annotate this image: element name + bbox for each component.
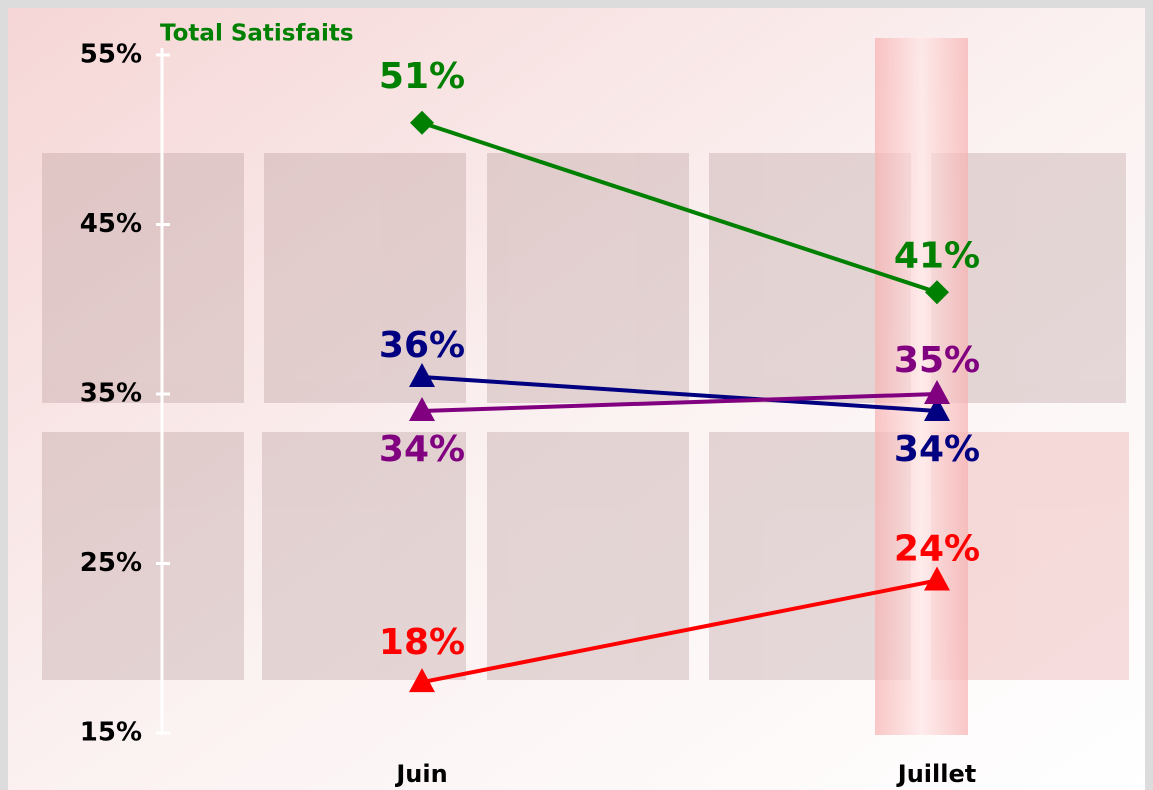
data-label: 36% [379,325,465,366]
data-label: 51% [379,56,465,97]
y-tick-label: 45% [80,209,142,239]
marker [409,668,435,693]
series-line [421,392,938,413]
highlight-band [875,38,968,735]
series-line [421,120,938,295]
data-label: 24% [894,528,980,569]
marker [925,280,949,305]
y-axis-title: Total Satisfaits [160,21,354,47]
y-tick-label: 15% [80,718,142,748]
data-label: 34% [894,429,980,470]
marker [410,110,434,135]
y-tick-label: 55% [80,40,142,70]
x-tick-label: Juillet [896,760,976,788]
y-tick-label: 25% [80,548,142,578]
data-label: 35% [894,340,980,381]
y-tick-label: 35% [80,379,142,409]
data-label: 18% [379,622,465,663]
marker [924,396,950,421]
marker [409,396,435,421]
series-line [421,578,938,685]
series-line [421,375,938,413]
marker [409,363,435,388]
x-tick-label: Juin [394,760,447,788]
marker [924,566,950,591]
data-label: 41% [894,235,980,276]
data-label: 34% [379,429,465,470]
marker [924,380,950,404]
